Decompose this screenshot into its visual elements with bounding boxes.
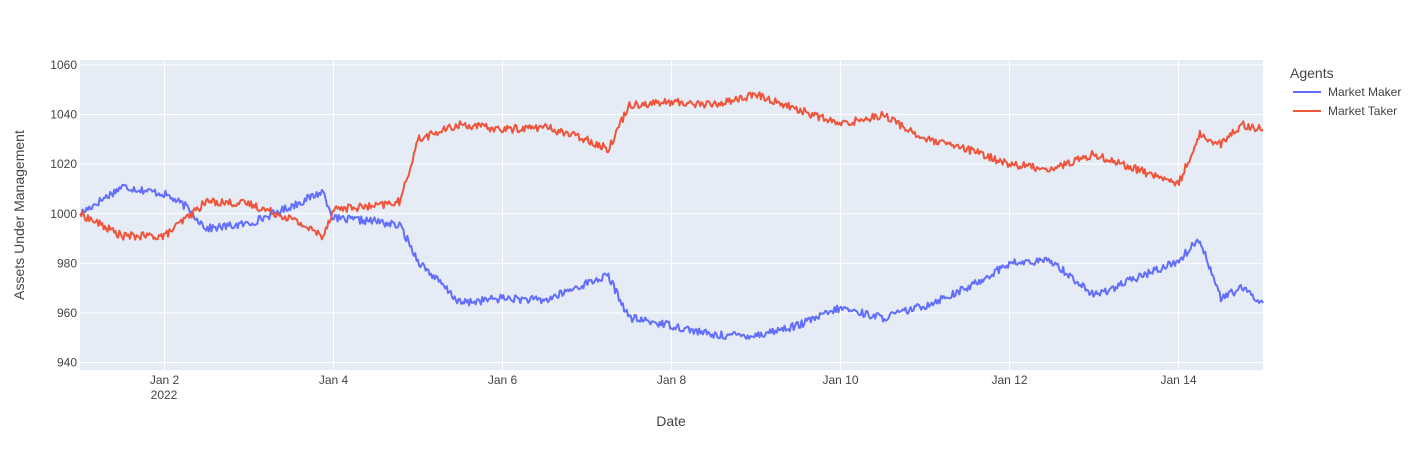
x-tick-year-label: 2022 (151, 388, 178, 402)
grid-lines (80, 60, 1263, 370)
series-line-market-maker (79, 183, 1264, 340)
series-line-market-taker (79, 91, 1264, 241)
x-tick-label: Jan 4 (319, 373, 349, 387)
y-tick-label: 940 (57, 356, 77, 370)
x-tick-label: Jan 8 (657, 373, 687, 387)
x-tick-label: Jan 6 (488, 373, 518, 387)
legend-title: Agents (1290, 65, 1334, 81)
legend-label-market-taker: Market Taker (1328, 104, 1397, 118)
legend: Agents Market Maker Market Taker (1290, 65, 1401, 118)
series-layer (79, 91, 1264, 340)
legend-label-market-maker: Market Maker (1328, 85, 1401, 99)
y-tick-label: 1000 (50, 207, 77, 221)
y-tick-label: 1060 (50, 58, 77, 72)
x-tick-labels: Jan 2 Jan 4 Jan 6 Jan 8 Jan 10 Jan 12 Jan 14 (150, 373, 1197, 387)
y-axis-title: Assets Under Management (11, 130, 27, 300)
x-axis-title: Date (656, 413, 686, 429)
y-tick-label: 960 (57, 306, 77, 320)
legend-item-market-taker[interactable]: Market Taker (1293, 104, 1397, 118)
legend-item-market-maker[interactable]: Market Maker (1293, 85, 1401, 99)
y-tick-label: 980 (57, 256, 77, 270)
x-tick-label: Jan 14 (1160, 373, 1196, 387)
x-tick-label: Jan 2 (150, 373, 180, 387)
y-tick-label: 1020 (50, 157, 77, 171)
x-tick-label: Jan 12 (991, 373, 1027, 387)
y-tick-labels: 940 960 980 1000 1020 1040 1060 (50, 58, 77, 370)
x-tick-label: Jan 10 (822, 373, 858, 387)
y-tick-label: 1040 (50, 108, 77, 122)
